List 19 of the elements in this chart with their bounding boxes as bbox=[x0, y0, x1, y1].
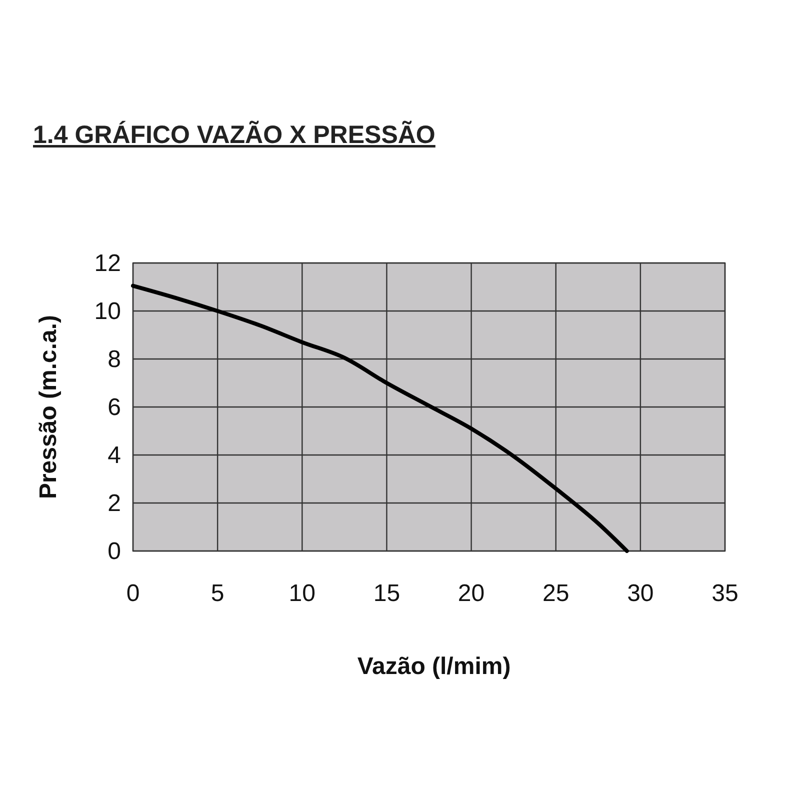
x-tick-label: 35 bbox=[712, 580, 738, 607]
x-tick-label: 15 bbox=[373, 580, 400, 607]
y-tick-label: 2 bbox=[108, 490, 121, 517]
y-tick-label: 8 bbox=[108, 346, 121, 373]
x-tick-label: 25 bbox=[542, 580, 570, 607]
line-series bbox=[131, 284, 629, 553]
y-tick-label: 6 bbox=[108, 394, 121, 421]
chart-title: 1.4 GRÁFICO VAZÃO X PRESSÃO bbox=[33, 120, 436, 149]
y-tick-label: 0 bbox=[108, 538, 121, 565]
y-tick-label: 10 bbox=[94, 298, 121, 325]
x-tick-label: 5 bbox=[210, 580, 224, 607]
x-axis-title: Vazão (l/mim) bbox=[357, 653, 511, 680]
y-tick-label: 12 bbox=[94, 250, 121, 277]
y-axis-title: Pressão (m.c.a.) bbox=[35, 314, 62, 500]
x-tick-label: 0 bbox=[126, 580, 140, 607]
x-tick-label: 20 bbox=[458, 580, 485, 607]
y-tick-label: 4 bbox=[108, 442, 121, 469]
x-tick-label: 30 bbox=[627, 580, 654, 607]
x-tick-label: 10 bbox=[288, 580, 316, 607]
